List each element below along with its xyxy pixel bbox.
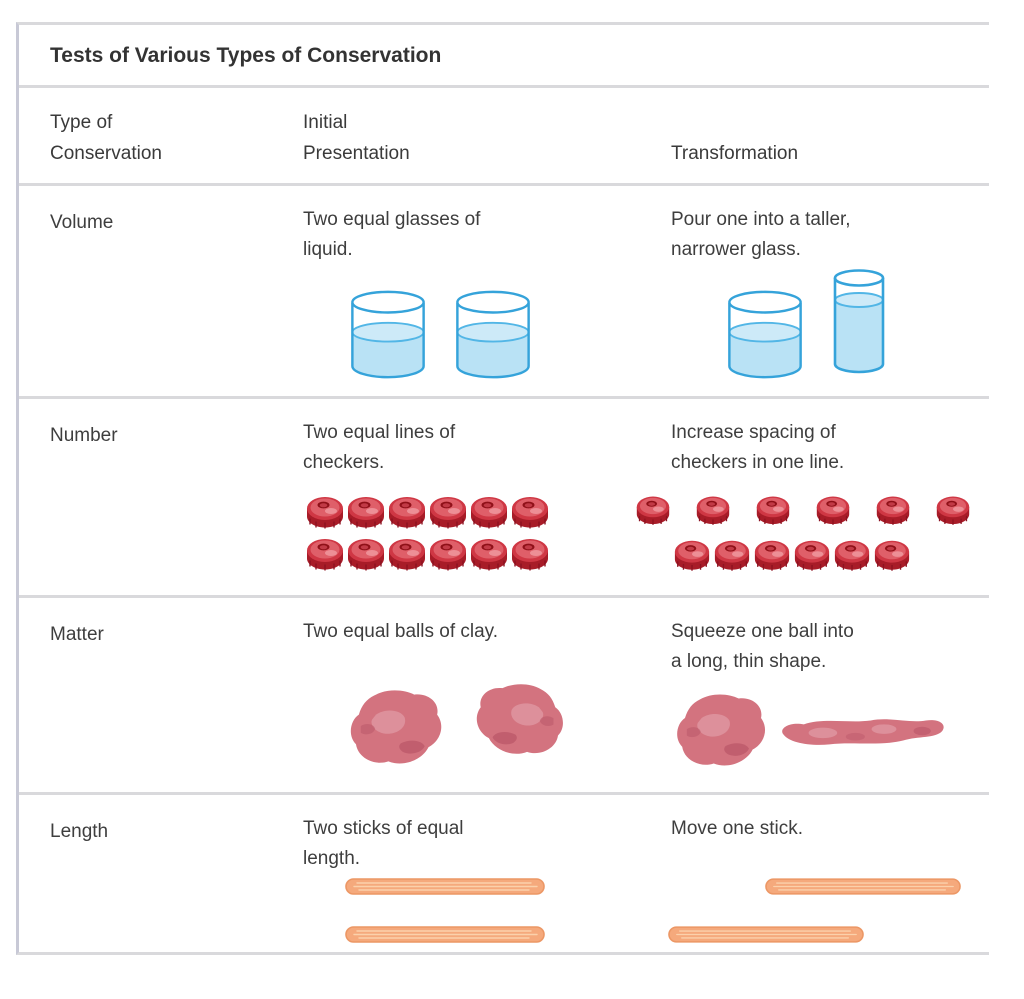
table-title: Tests of Various Types of Conservation [50,44,442,67]
number-transformation-text: Increase spacing of checkers in one line… [671,422,845,473]
checker-icon [935,494,971,527]
checker-icon [753,538,791,573]
checker-icon [793,538,831,573]
header-line [671,107,989,138]
row-label-volume: Volume [50,212,114,233]
checker-icon [305,494,345,531]
checker-line-close [673,538,911,573]
column-header-initial-presentation: Initial Presentation [303,88,671,183]
checker-icon [815,494,851,527]
clay-ball-icon [462,680,574,760]
glass-of-liquid-icon [725,290,805,380]
checker-line-initial-top [305,494,550,531]
checker-icon [469,494,509,531]
checker-icon [713,538,751,573]
checker-icon [469,536,509,573]
row-label-length: Length [50,821,109,842]
table-header-row: Type of Conservation Initial Presentatio… [19,88,989,186]
row-length: Length Two sticks of equal length. Move … [19,795,989,952]
header-line: Transformation [671,143,799,164]
matter-transformation-cell: Squeeze one ball into a long, thin shape… [671,598,989,792]
conservation-table: Tests of Various Types of Conservation T… [16,22,989,955]
stick-icon [345,878,545,895]
length-initial-cell: Two sticks of equal length. [303,795,671,952]
checker-icon [875,494,911,527]
checker-line-initial-bottom [305,536,550,573]
matter-initial-cell: Two equal balls of clay. [303,598,671,792]
row-matter: Matter Two equal balls of clay. Squeeze … [19,598,989,795]
volume-transformation-cell: Pour one into a taller, narrower glass. [671,186,989,396]
stick-icon [345,926,545,943]
number-initial-cell: Two equal lines of checkers. [303,399,671,595]
stick-moved-right-icon [765,878,961,895]
checker-icon [833,538,871,573]
volume-transformation-text: Pour one into a taller, narrower glass. [671,209,851,260]
checker-icon [305,536,345,573]
checker-icon [387,494,427,531]
row-label-number: Number [50,425,118,446]
length-transformation-cell: Move one stick. [671,795,989,952]
matter-transformation-text: Squeeze one ball into a long, thin shape… [671,621,854,672]
row-label-matter: Matter [50,624,104,645]
glass-of-liquid-icon [348,290,428,380]
clay-ball-icon [672,690,774,772]
checker-icon [695,494,731,527]
checker-icon [346,494,386,531]
clay-ball-icon [345,686,451,770]
column-header-type-of-conservation: Type of Conservation [19,88,303,183]
number-transformation-cell: Increase spacing of checkers in one line… [671,399,989,595]
checker-icon [755,494,791,527]
checker-icon [428,494,468,531]
checker-icon [873,538,911,573]
table-title-row: Tests of Various Types of Conservation [19,25,989,88]
matter-initial-text: Two equal balls of clay. [303,621,499,642]
checker-icon [635,494,671,527]
tall-narrow-glass-icon [831,266,887,380]
volume-initial-cell: Two equal glasses of liquid. [303,186,671,396]
checker-icon [428,536,468,573]
checker-icon [346,536,386,573]
row-number: Number Two equal lines of checkers. Incr… [19,399,989,598]
checker-line-spread [635,494,971,527]
stick-moved-left-icon [668,926,864,943]
volume-initial-text: Two equal glasses of liquid. [303,209,481,260]
row-volume: Volume Two equal glasses of liquid. Pour… [19,186,989,399]
length-initial-text: Two sticks of equal length. [303,818,464,869]
header-line: Presentation [303,143,410,164]
number-initial-text: Two equal lines of checkers. [303,422,456,473]
checker-icon [510,536,550,573]
header-line: Conservation [50,143,162,164]
checker-icon [510,494,550,531]
checker-icon [673,538,711,573]
length-transformation-text: Move one stick. [671,818,803,839]
checker-icon [387,536,427,573]
glass-of-liquid-icon [453,290,533,380]
header-line: Initial [303,112,348,133]
header-line: Type of [50,112,113,133]
column-header-transformation: Transformation [671,88,989,183]
flattened-clay-icon [775,710,951,752]
